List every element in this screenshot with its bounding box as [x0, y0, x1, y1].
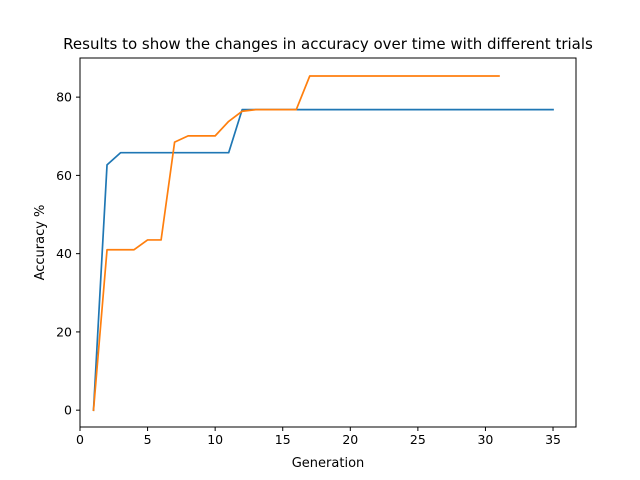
- x-tick-label: 35: [545, 432, 561, 447]
- x-tick-label: 15: [275, 432, 291, 447]
- chart-title: Results to show the changes in accuracy …: [63, 35, 593, 53]
- x-tick-label: 5: [144, 432, 152, 447]
- x-ticks: 0 5 10 15 20 25 30 35: [76, 427, 561, 447]
- y-tick-label: 60: [56, 168, 72, 183]
- x-tick-label: 10: [207, 432, 223, 447]
- x-tick-label: 0: [76, 432, 84, 447]
- y-tick-label: 40: [56, 246, 72, 261]
- y-axis-label: Accuracy %: [33, 205, 48, 281]
- y-tick-label: 20: [56, 324, 72, 339]
- series-line-2: [92, 75, 500, 412]
- x-tick-label: 30: [477, 432, 493, 447]
- y-tick-label: 0: [64, 403, 72, 418]
- x-tick-label: 25: [410, 432, 426, 447]
- series-layer: [92, 75, 554, 412]
- x-axis-label: Generation: [292, 456, 365, 471]
- y-ticks: 0 20 40 60 80: [56, 90, 80, 418]
- plot-frame: [79, 57, 577, 428]
- series-line-1: [92, 108, 554, 412]
- y-tick-label: 80: [56, 90, 72, 105]
- x-tick-label: 20: [342, 432, 358, 447]
